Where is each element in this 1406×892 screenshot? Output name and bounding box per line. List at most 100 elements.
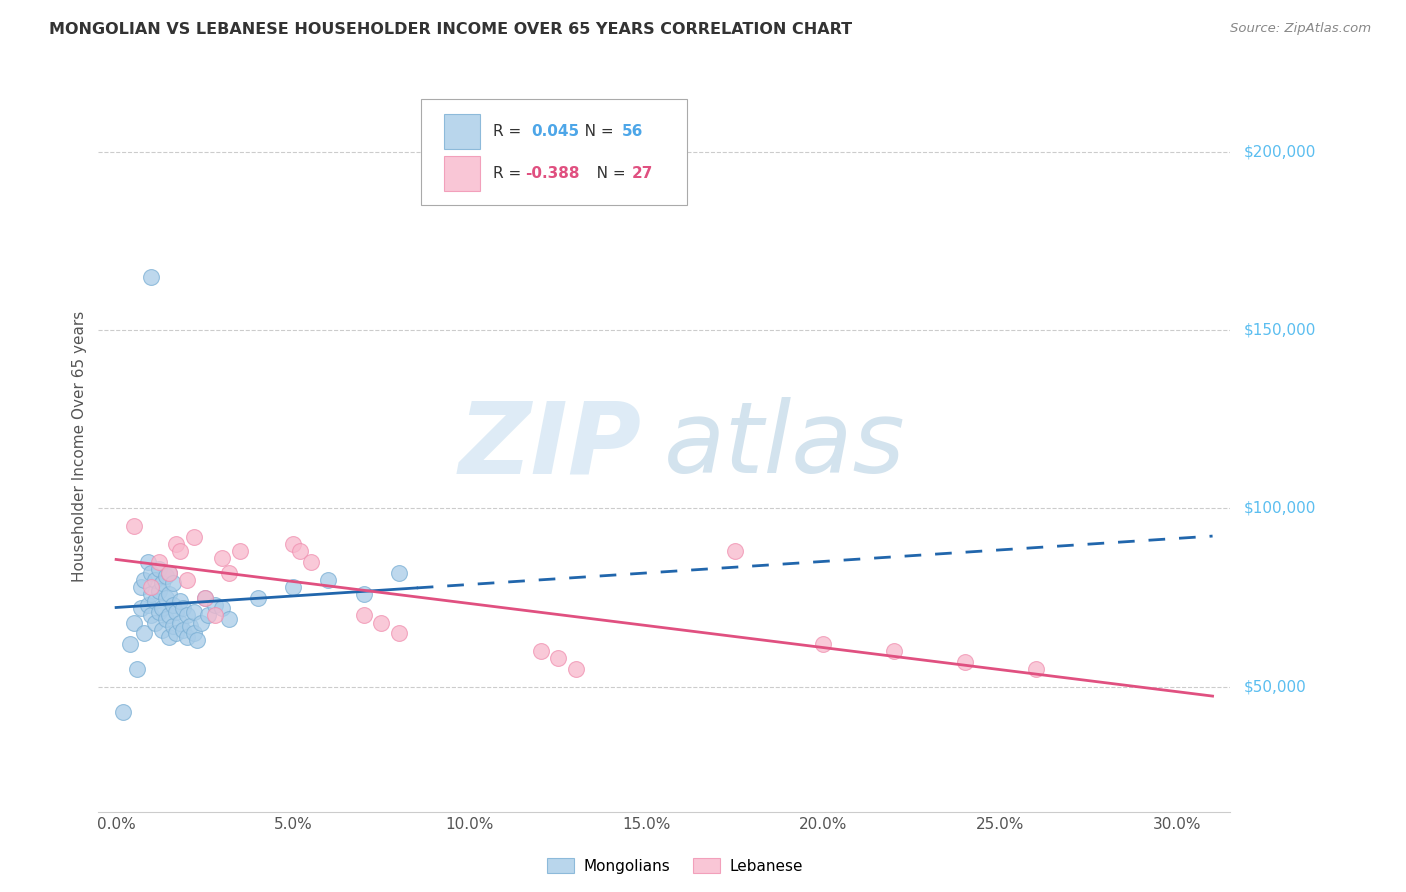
Point <box>883 644 905 658</box>
Point <box>1025 662 1047 676</box>
Point <box>246 591 269 605</box>
Point <box>141 580 163 594</box>
Point <box>141 269 163 284</box>
Point <box>318 573 340 587</box>
FancyBboxPatch shape <box>444 156 479 191</box>
Text: $150,000: $150,000 <box>1244 323 1316 337</box>
Point <box>155 569 177 583</box>
Point <box>176 573 198 587</box>
Point <box>141 566 163 580</box>
Point <box>157 630 180 644</box>
Point <box>211 551 233 566</box>
Point <box>204 598 226 612</box>
Point <box>388 626 411 640</box>
Point <box>155 591 177 605</box>
Point <box>165 537 187 551</box>
Legend: Mongolians, Lebanese: Mongolians, Lebanese <box>540 852 810 880</box>
Point <box>143 615 166 630</box>
Point <box>169 594 191 608</box>
Point <box>179 619 201 633</box>
Point <box>136 598 159 612</box>
Point <box>148 562 170 576</box>
Point <box>529 644 551 658</box>
Text: 27: 27 <box>631 166 652 181</box>
Point <box>172 601 194 615</box>
Point <box>193 591 215 605</box>
Point <box>122 519 145 533</box>
Text: MONGOLIAN VS LEBANESE HOUSEHOLDER INCOME OVER 65 YEARS CORRELATION CHART: MONGOLIAN VS LEBANESE HOUSEHOLDER INCOME… <box>49 22 852 37</box>
Point <box>183 605 205 619</box>
Point <box>186 633 208 648</box>
Point <box>953 655 976 669</box>
Point <box>143 573 166 587</box>
Point <box>197 608 219 623</box>
Point <box>129 580 152 594</box>
Point <box>127 662 149 676</box>
Point <box>143 594 166 608</box>
Point <box>112 705 135 719</box>
Point <box>218 566 240 580</box>
Point <box>353 608 375 623</box>
Point <box>193 591 215 605</box>
Text: N =: N = <box>571 124 619 139</box>
Point <box>724 544 747 558</box>
Text: N =: N = <box>582 166 630 181</box>
Point <box>176 630 198 644</box>
Point <box>288 544 311 558</box>
Text: R =: R = <box>494 166 527 181</box>
Y-axis label: Householder Income Over 65 years: Householder Income Over 65 years <box>72 310 87 582</box>
Point <box>183 626 205 640</box>
Point <box>141 608 163 623</box>
FancyBboxPatch shape <box>420 99 688 204</box>
Text: R =: R = <box>494 124 531 139</box>
Point <box>141 587 163 601</box>
Point <box>281 580 304 594</box>
Point <box>813 637 835 651</box>
Point <box>169 544 191 558</box>
Point <box>155 612 177 626</box>
Point <box>162 619 184 633</box>
Text: -0.388: -0.388 <box>524 166 579 181</box>
Point <box>169 615 191 630</box>
Text: $100,000: $100,000 <box>1244 501 1316 516</box>
Point <box>211 601 233 615</box>
Point <box>162 576 184 591</box>
Point <box>353 587 375 601</box>
Point <box>134 573 156 587</box>
Point <box>129 601 152 615</box>
Point <box>183 530 205 544</box>
Point <box>150 576 173 591</box>
Point <box>157 566 180 580</box>
Point <box>148 605 170 619</box>
Text: Source: ZipAtlas.com: Source: ZipAtlas.com <box>1230 22 1371 36</box>
Point <box>565 662 588 676</box>
Point <box>370 615 392 630</box>
Point <box>165 605 187 619</box>
Point <box>388 566 411 580</box>
Point <box>136 555 159 569</box>
Point <box>204 608 226 623</box>
Point <box>157 608 180 623</box>
Point <box>157 566 180 580</box>
FancyBboxPatch shape <box>444 114 479 149</box>
Point <box>172 623 194 637</box>
Point <box>299 555 322 569</box>
Point <box>148 555 170 569</box>
Text: ZIP: ZIP <box>458 398 641 494</box>
Point <box>165 626 187 640</box>
Point <box>134 626 156 640</box>
Point <box>190 615 212 630</box>
Point <box>122 615 145 630</box>
Text: $200,000: $200,000 <box>1244 145 1316 159</box>
Point <box>148 583 170 598</box>
Point <box>150 601 173 615</box>
Text: atlas: atlas <box>665 398 905 494</box>
Point <box>281 537 304 551</box>
Text: $50,000: $50,000 <box>1244 680 1308 694</box>
Point <box>547 651 569 665</box>
Point <box>229 544 252 558</box>
Text: 0.045: 0.045 <box>531 124 579 139</box>
Point <box>176 608 198 623</box>
Point <box>157 587 180 601</box>
Text: 56: 56 <box>621 124 643 139</box>
